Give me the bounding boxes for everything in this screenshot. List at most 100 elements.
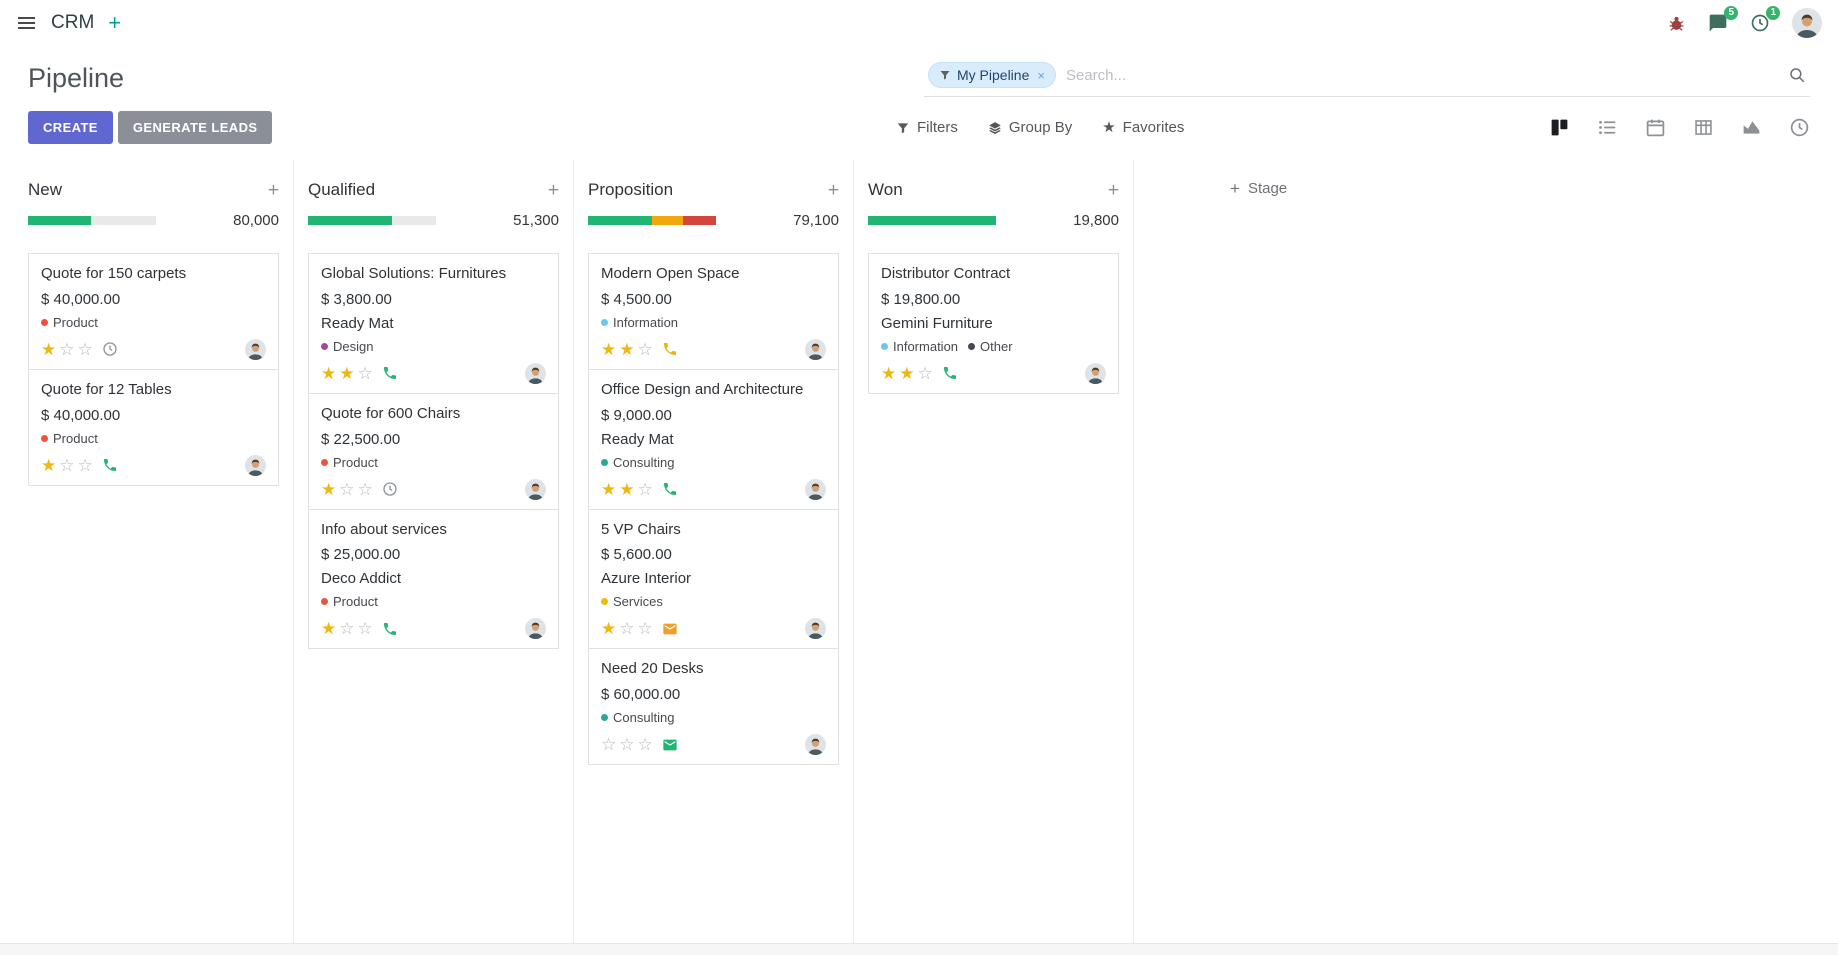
view-calendar-icon[interactable] [1645, 117, 1666, 138]
mail-activity-icon[interactable] [662, 737, 678, 753]
star-empty-icon[interactable]: ☆ [619, 735, 635, 754]
star-filled-icon[interactable]: ★ [321, 479, 337, 499]
column-title[interactable]: Won [868, 180, 903, 199]
kanban-card[interactable]: Quote for 12 Tables $ 40,000.00 Product … [28, 368, 279, 486]
column-progressbar[interactable] [588, 216, 716, 225]
star-filled-icon[interactable]: ★ [619, 479, 635, 499]
mail-activity-icon[interactable] [662, 621, 678, 637]
view-pivot-icon[interactable] [1693, 117, 1714, 138]
kanban-card[interactable]: Need 20 Desks $ 60,000.00 Consulting ☆ ☆ ☆ [588, 648, 839, 765]
view-kanban-icon[interactable] [1549, 117, 1570, 138]
star-empty-icon[interactable]: ☆ [637, 619, 653, 639]
column-progressbar[interactable] [308, 216, 436, 225]
star-filled-icon[interactable]: ★ [321, 619, 337, 639]
star-empty-icon[interactable]: ☆ [357, 363, 373, 383]
phone-activity-icon[interactable] [102, 457, 118, 473]
kanban-card[interactable]: 5 VP Chairs $ 5,600.00 Azure Interior Se… [588, 508, 839, 650]
create-button[interactable]: CREATE [28, 111, 113, 144]
star-filled-icon[interactable]: ★ [601, 479, 617, 499]
priority-stars[interactable]: ★ ★ ☆ [881, 365, 933, 382]
star-empty-icon[interactable]: ☆ [637, 735, 653, 754]
search-input[interactable] [1055, 62, 1788, 88]
phone-activity-icon[interactable] [382, 621, 398, 637]
priority-stars[interactable]: ★ ★ ☆ [601, 481, 653, 498]
column-add-button[interactable]: + [267, 179, 279, 201]
star-empty-icon[interactable]: ☆ [619, 619, 635, 639]
bug-icon[interactable] [1667, 14, 1686, 33]
column-progressbar[interactable] [868, 216, 996, 225]
column-add-button[interactable]: + [827, 179, 839, 201]
priority-stars[interactable]: ★ ☆ ☆ [41, 457, 93, 474]
phone-activity-icon[interactable] [662, 341, 678, 357]
priority-stars[interactable]: ★ ★ ☆ [321, 365, 373, 382]
priority-stars[interactable]: ☆ ☆ ☆ [601, 736, 653, 753]
column-title[interactable]: Qualified [308, 180, 376, 199]
priority-stars[interactable]: ★ ☆ ☆ [41, 341, 93, 358]
star-empty-icon[interactable]: ☆ [637, 339, 653, 359]
phone-activity-icon[interactable] [382, 365, 398, 381]
generate-leads-button[interactable]: GENERATE LEADS [117, 111, 273, 144]
kanban-card[interactable]: Global Solutions: Furnitures $ 3,800.00 … [308, 253, 559, 394]
priority-stars[interactable]: ★ ☆ ☆ [321, 481, 373, 498]
phone-activity-icon[interactable] [942, 365, 958, 381]
app-title[interactable]: CRM [51, 12, 95, 33]
add-icon[interactable]: + [108, 10, 122, 35]
kanban-card[interactable]: Info about services $ 25,000.00 Deco Add… [308, 508, 559, 650]
star-filled-icon[interactable]: ★ [41, 455, 57, 475]
phone-activity-icon[interactable] [662, 481, 678, 497]
star-filled-icon[interactable]: ★ [601, 619, 617, 639]
kanban-card[interactable]: Distributor Contract $ 19,800.00 Gemini … [868, 253, 1119, 394]
kanban-card[interactable]: Quote for 600 Chairs $ 22,500.00 Product… [308, 392, 559, 510]
clock-activity-icon[interactable] [102, 341, 118, 357]
star-filled-icon[interactable]: ★ [321, 363, 337, 383]
star-empty-icon[interactable]: ☆ [357, 619, 373, 639]
star-filled-icon[interactable]: ★ [619, 339, 635, 359]
kanban-card[interactable]: Quote for 150 carpets $ 40,000.00 Produc… [28, 253, 279, 370]
search-icon[interactable] [1788, 66, 1806, 84]
menu-icon[interactable] [16, 13, 37, 33]
view-graph-icon[interactable] [1741, 117, 1762, 138]
facet-label: My Pipeline [957, 67, 1030, 83]
user-avatar[interactable] [1792, 8, 1822, 38]
column-title[interactable]: Proposition [588, 180, 674, 199]
priority-stars[interactable]: ★ ☆ ☆ [321, 620, 373, 637]
star-empty-icon[interactable]: ☆ [77, 455, 93, 475]
filters-menu[interactable]: Filters [896, 119, 958, 136]
priority-stars[interactable]: ★ ★ ☆ [601, 341, 653, 358]
group-by-menu[interactable]: Group By [988, 119, 1072, 136]
star-empty-icon[interactable]: ☆ [339, 619, 355, 639]
star-filled-icon[interactable]: ★ [41, 339, 57, 359]
star-empty-icon[interactable]: ☆ [601, 735, 617, 754]
star-empty-icon[interactable]: ☆ [59, 339, 75, 359]
favorites-menu[interactable]: ★ Favorites [1102, 119, 1184, 136]
star-empty-icon[interactable]: ☆ [917, 363, 933, 383]
star-empty-icon[interactable]: ☆ [77, 339, 93, 359]
activities-icon[interactable]: 1 [1750, 6, 1780, 33]
column-title[interactable]: New [28, 180, 63, 199]
star-empty-icon[interactable]: ☆ [339, 479, 355, 499]
star-filled-icon[interactable]: ★ [899, 363, 915, 383]
column-progressbar[interactable] [28, 216, 156, 225]
star-filled-icon[interactable]: ★ [881, 363, 897, 383]
horizontal-scrollbar[interactable] [0, 943, 1838, 955]
facet-remove-icon[interactable]: × [1037, 67, 1045, 83]
star-filled-icon[interactable]: ★ [339, 363, 355, 383]
star-empty-icon[interactable]: ☆ [357, 479, 373, 499]
search-facet[interactable]: My Pipeline × [928, 62, 1056, 88]
view-list-icon[interactable] [1597, 117, 1618, 138]
card-footer: ★ ★ ☆ [601, 338, 826, 360]
search-bar[interactable]: My Pipeline × [924, 60, 1810, 97]
messages-icon[interactable]: 5 [1708, 6, 1738, 33]
star-empty-icon[interactable]: ☆ [59, 455, 75, 475]
star-empty-icon[interactable]: ☆ [637, 479, 653, 499]
kanban-card[interactable]: Modern Open Space $ 4,500.00 Information… [588, 253, 839, 370]
add-stage-button[interactable]: + Stage [1230, 180, 1824, 197]
clock-activity-icon[interactable] [382, 481, 398, 497]
view-activity-icon[interactable] [1789, 117, 1810, 138]
priority-stars[interactable]: ★ ☆ ☆ [601, 620, 653, 637]
kanban-card[interactable]: Office Design and Architecture $ 9,000.0… [588, 368, 839, 510]
star-filled-icon[interactable]: ★ [601, 339, 617, 359]
add-stage-column[interactable]: + Stage [1134, 160, 1838, 943]
column-add-button[interactable]: + [1107, 179, 1119, 201]
column-add-button[interactable]: + [547, 179, 559, 201]
